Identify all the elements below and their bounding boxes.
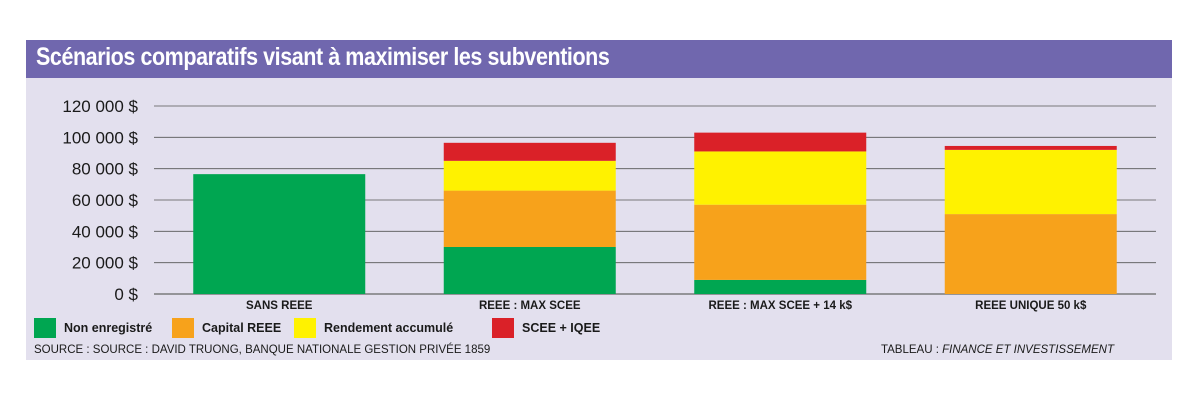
y-tick-label: 120 000 $ bbox=[62, 97, 138, 116]
title-bar: Scénarios comparatifs visant à maximiser… bbox=[26, 40, 1172, 78]
bars bbox=[193, 132, 1117, 294]
chart-credit: TABLEAU : FINANCE ET INVESTISSEMENT bbox=[881, 344, 1114, 356]
legend-label: Rendement accumulé bbox=[324, 321, 454, 335]
bar-segment-capital-reee bbox=[694, 204, 867, 280]
y-tick-label: 80 000 $ bbox=[72, 160, 139, 179]
bar-segment-rendement-accumul- bbox=[694, 151, 867, 205]
legend-label: SCEE + IQEE bbox=[522, 321, 601, 335]
legend-swatch bbox=[34, 318, 56, 338]
bar-segment-rendement-accumul- bbox=[443, 160, 616, 191]
legend-swatch bbox=[172, 318, 194, 338]
legend-item-scee-iqee: SCEE + IQEE bbox=[492, 317, 600, 339]
source-note: SOURCE : SOURCE : DAVID TRUONG, BANQUE N… bbox=[34, 344, 491, 356]
x-category-label: REEE : MAX SCEE + 14 k$ bbox=[709, 300, 853, 312]
y-tick-label: 100 000 $ bbox=[62, 128, 138, 147]
bar-segment-non-enregistr- bbox=[193, 174, 366, 294]
legend-swatch bbox=[294, 318, 316, 338]
bar-segment-non-enregistr- bbox=[443, 247, 616, 294]
chart-plot: 0 $ 20 000 $ 40 000 $ 60 000 $ 80 000 $ 100 0… bbox=[62, 97, 1156, 312]
y-tick-label: 60 000 $ bbox=[72, 191, 139, 210]
chart-title: Scénarios comparatifs visant à maximiser… bbox=[36, 43, 610, 71]
x-axis-categories: SANS REEE REEE : MAX SCEE REEE : MAX SCEE … bbox=[246, 300, 1087, 312]
legend-item-non-enregistre: Non enregistré bbox=[34, 317, 152, 339]
chart-panel: Scénarios comparatifs visant à maximiser… bbox=[26, 40, 1172, 360]
y-tick-label: 40 000 $ bbox=[72, 222, 139, 241]
bar-segment-rendement-accumul- bbox=[944, 149, 1117, 215]
credit-name: FINANCE ET INVESTISSEMENT bbox=[942, 344, 1114, 356]
x-category-label: REEE UNIQUE 50 k$ bbox=[975, 300, 1087, 312]
x-category-label: REEE : MAX SCEE bbox=[479, 300, 581, 312]
bar-segment-capital-reee bbox=[944, 214, 1117, 294]
y-tick-label: 20 000 $ bbox=[72, 254, 139, 273]
legend-item-rendement-accumule: Rendement accumulé bbox=[294, 317, 453, 339]
legend-item-capital-reee: Capital REEE bbox=[172, 317, 281, 339]
bar-segment-capital-reee bbox=[443, 190, 616, 247]
legend-label: Capital REEE bbox=[202, 321, 282, 335]
x-category-label: SANS REEE bbox=[246, 300, 313, 312]
y-tick-label: 0 $ bbox=[114, 285, 138, 304]
bar-segment-non-enregistr- bbox=[694, 279, 867, 294]
bar-segment-scee-iqee bbox=[443, 142, 616, 161]
bar-segment-scee-iqee bbox=[944, 145, 1117, 150]
credit-prefix: TABLEAU : bbox=[880, 344, 943, 356]
bar-segment-scee-iqee bbox=[694, 132, 867, 152]
legend-label: Non enregistré bbox=[64, 321, 153, 335]
y-axis-ticks: 0 $ 20 000 $ 40 000 $ 60 000 $ 80 000 $ 100 0… bbox=[62, 97, 138, 304]
legend-swatch bbox=[492, 318, 514, 338]
